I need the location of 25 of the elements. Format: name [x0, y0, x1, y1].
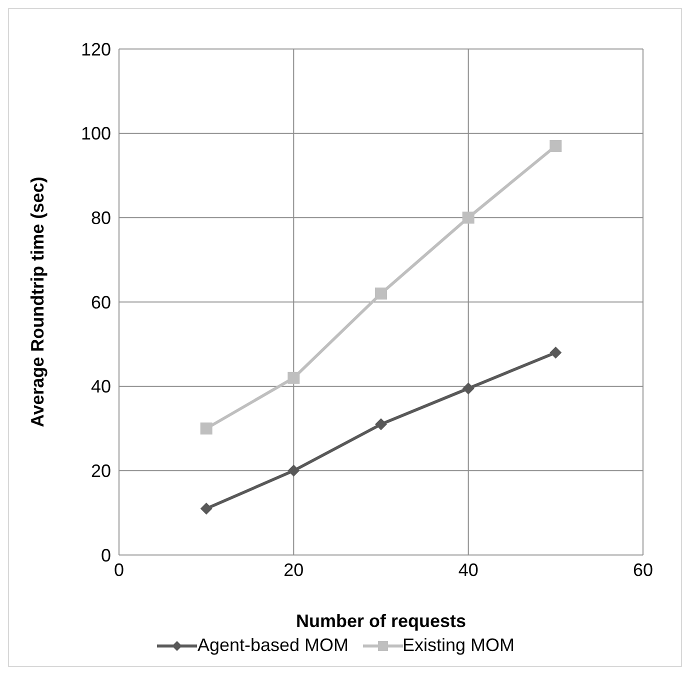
x-tick-label: 60 — [632, 560, 654, 580]
point — [200, 422, 212, 434]
y-tick-label: 0 — [100, 545, 111, 566]
legend-label: Agent-based MOM — [196, 635, 349, 656]
point — [375, 288, 387, 300]
point — [288, 464, 300, 477]
point — [550, 346, 562, 359]
y-tick-label: 120 — [80, 39, 111, 60]
y-tick-label: 40 — [90, 376, 111, 397]
point — [288, 372, 300, 384]
point — [550, 140, 562, 152]
x-tick-label: 20 — [284, 560, 304, 580]
legend-label: Existing MOM — [402, 635, 515, 656]
point — [375, 418, 387, 430]
y-tick-label: 20 — [90, 461, 111, 482]
y-axis-title: Average Roundtrip time (sec) — [27, 176, 48, 428]
y-tick-label: 100 — [80, 124, 111, 144]
y-tick-label: 60 — [90, 292, 111, 312]
x-axis-title: Number of requests — [296, 611, 466, 631]
point — [200, 502, 212, 515]
x-tick-label: 0 — [114, 560, 124, 580]
x-tick-label: 40 — [458, 560, 478, 580]
y-tick-label: 80 — [90, 208, 111, 228]
point — [462, 212, 474, 224]
point — [462, 382, 474, 394]
